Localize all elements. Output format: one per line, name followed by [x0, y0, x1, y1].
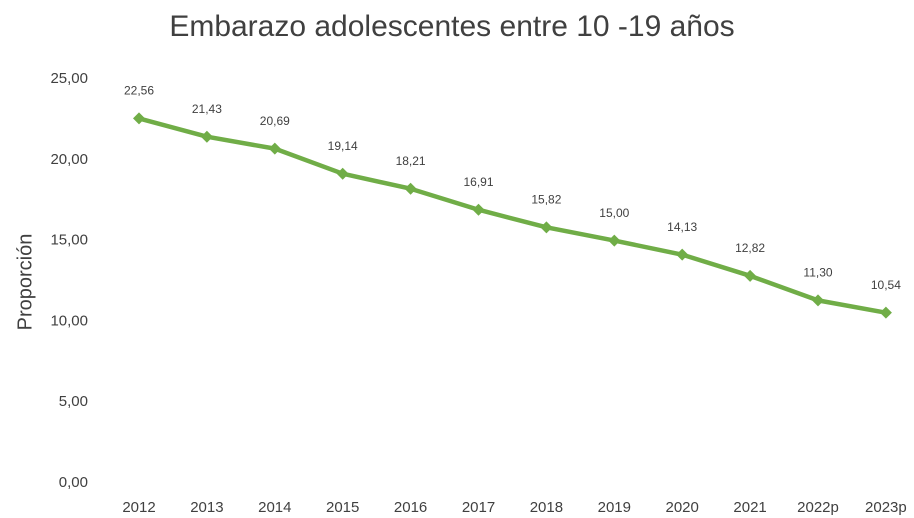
value-label: 18,21: [396, 154, 426, 168]
y-tick-label: 0,00: [59, 474, 88, 491]
value-label: 15,00: [599, 206, 629, 220]
x-tick-label: 2016: [394, 499, 427, 516]
value-label: 12,82: [735, 241, 765, 255]
value-label: 14,13: [667, 220, 697, 234]
y-axis-label: Proporción: [14, 234, 36, 331]
value-label: 15,82: [531, 193, 561, 207]
marker: [268, 142, 281, 155]
value-label: 16,91: [463, 175, 493, 189]
value-label: 20,69: [260, 114, 290, 128]
marker: [608, 234, 621, 247]
marker: [540, 221, 553, 234]
x-tick-label: 2023p: [865, 499, 907, 516]
x-tick-label: 2022p: [797, 499, 839, 516]
value-label: 19,14: [328, 139, 358, 153]
x-tick-label: 2020: [666, 499, 699, 516]
marker: [472, 203, 485, 216]
value-label: 11,30: [803, 266, 832, 280]
marker: [404, 182, 417, 195]
x-tick-label: 2015: [326, 499, 359, 516]
x-tick-label: 2012: [122, 499, 155, 516]
x-tick-label: 2019: [598, 499, 631, 516]
chart-title: Embarazo adolescentes entre 10 -19 años: [169, 10, 734, 43]
y-tick-label: 10,00: [50, 312, 88, 329]
x-tick-label: 2017: [462, 499, 495, 516]
marker: [676, 248, 689, 261]
y-tick-label: 15,00: [50, 232, 88, 249]
x-tick-label: 2021: [733, 499, 766, 516]
marker: [879, 306, 892, 319]
y-tick-label: 5,00: [59, 393, 88, 410]
y-tick-label: 25,00: [50, 70, 88, 87]
marker: [200, 130, 213, 143]
line: [138, 116, 887, 315]
x-tick-label: 2018: [530, 499, 563, 516]
x-tick-label: 2013: [190, 499, 223, 516]
value-label: 22,56: [124, 84, 154, 98]
marker: [133, 112, 145, 125]
value-label: 21,43: [192, 102, 222, 116]
marker: [744, 269, 757, 282]
value-label: 10,54: [871, 278, 901, 292]
y-tick-label: 20,00: [50, 151, 88, 168]
marker: [812, 294, 824, 307]
x-tick-label: 2014: [258, 499, 291, 516]
marker: [336, 167, 349, 180]
